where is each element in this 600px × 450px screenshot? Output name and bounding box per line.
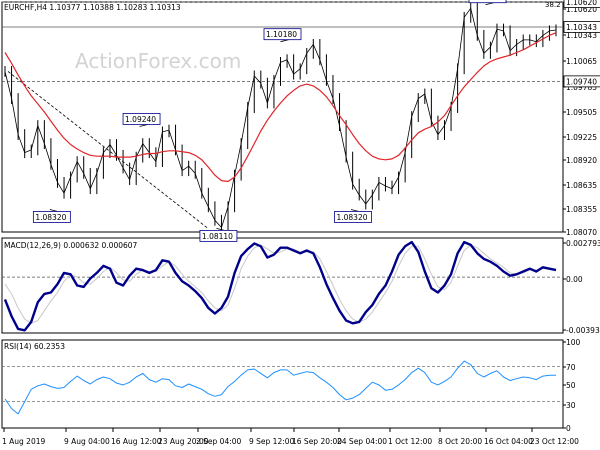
- rsi-axis-tick-label: 30: [566, 401, 576, 410]
- price-axis-tick-label: 1.09505: [566, 108, 597, 117]
- rsi-axis-tick-label: 100: [566, 338, 581, 347]
- x-axis-tick-label: 9 Aug 04:00: [64, 437, 110, 446]
- level-label: 1.10620: [566, 0, 597, 7]
- price-axis-tick-label: 1.08635: [566, 181, 597, 190]
- level-label-box: [563, 21, 600, 33]
- moving-average-line: [4, 32, 557, 183]
- watermark: ActionForex.com: [75, 49, 241, 73]
- level-label: 1.09740: [566, 77, 597, 86]
- price-axis-tick-label: 1.09785: [566, 83, 597, 92]
- corner-label: 38.2: [545, 1, 561, 9]
- price-axis-tick-label: 1.09225: [566, 133, 597, 142]
- x-axis-tick-label: 24 Sep 04:00: [337, 437, 387, 446]
- rsi-axis-tick-label: 0: [566, 424, 571, 433]
- x-axis-tick-label: 16 Aug 12:00: [111, 437, 162, 446]
- rsi-line: [4, 360, 556, 415]
- annotation-box: [468, 0, 507, 4]
- price-axis-tick-label: 1.08355: [566, 205, 597, 214]
- x-axis-tick-label: 8 Oct 20:00: [438, 437, 482, 446]
- macd-header: MACD(12,26,9) 0.000632 0.000607: [4, 241, 138, 250]
- annotation-box: [199, 229, 238, 242]
- level-label: 1.10343: [566, 23, 597, 32]
- price-header: EURCHF,H4 1.10377 1.10388 1.10283 1.1031…: [4, 3, 181, 12]
- macd-axis-tick-label: 0.00: [566, 275, 583, 284]
- rsi-panel-frame: [1, 339, 564, 429]
- macd-signal-line: [4, 244, 556, 324]
- level-label-box: [563, 75, 600, 88]
- macd-line: [3, 240, 557, 332]
- x-axis-tick-label: 1 Aug 2019: [2, 437, 45, 446]
- price-axis-tick-label: 1.08920: [566, 156, 597, 165]
- x-axis-tick-label: 16 Sep 20:00: [292, 437, 342, 446]
- macd-axis-tick-label: 0.002793: [566, 239, 600, 248]
- price-line: [4, 7, 557, 228]
- price-axis-tick-label: 1.10343: [566, 31, 597, 40]
- x-axis-tick-label: 23 Oct 12:00: [530, 437, 579, 446]
- annotation-label: 1.08110: [202, 232, 233, 241]
- annotation-label: 1.10180: [266, 30, 297, 39]
- annotation-label: 1.09240: [125, 115, 156, 124]
- x-axis-tick-label: 9 Sep 12:00: [249, 437, 295, 446]
- rsi-axis-tick-label: 50: [566, 381, 576, 390]
- x-axis-tick-label: 2 Sep 04:00: [196, 437, 242, 446]
- annotation-box: [334, 211, 372, 223]
- price-axis-tick-label: 1.08070: [566, 228, 597, 237]
- annotation-label: 1.08320: [35, 213, 66, 222]
- x-axis-tick-label: 1 Oct 12:00: [388, 437, 432, 446]
- annotation-box: [263, 28, 302, 41]
- rsi-header: RSI(14) 60.2353: [4, 342, 65, 351]
- price-axis-tick-label: 1.10065: [566, 57, 597, 66]
- macd-axis-tick-label: -0.003938: [566, 326, 600, 335]
- level-label-box: [563, 0, 600, 8]
- trend-line: [7, 71, 209, 229]
- macd-panel-frame: [1, 237, 564, 334]
- annotation-label: 1.08320: [336, 213, 367, 222]
- rsi-axis-tick-label: 70: [566, 363, 576, 372]
- x-axis-tick-label: 23 Aug 20:00: [158, 437, 209, 446]
- annotation-box: [122, 113, 161, 125]
- annotation-label: 1.10590: [471, 0, 502, 2]
- x-axis-tick-label: 16 Oct 04:00: [484, 437, 533, 446]
- price-axis-tick-label: 1.10620: [566, 5, 597, 14]
- annotation-box: [32, 211, 71, 223]
